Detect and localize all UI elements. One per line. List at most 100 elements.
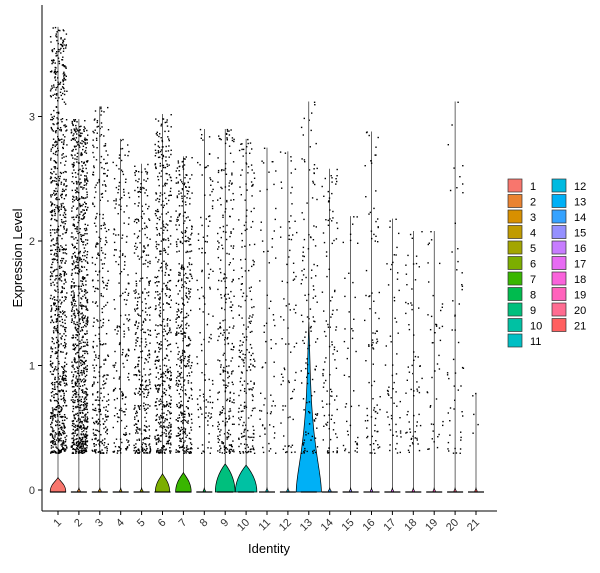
data-point (75, 344, 76, 345)
data-point (302, 255, 303, 256)
data-point (308, 318, 309, 319)
data-point (83, 425, 84, 426)
data-point (54, 232, 55, 233)
data-point (96, 231, 97, 232)
data-point (55, 132, 56, 133)
data-point (171, 180, 172, 181)
data-point (81, 239, 82, 240)
data-point (66, 156, 67, 157)
data-point (138, 220, 139, 221)
data-point (121, 197, 122, 198)
data-point (217, 359, 218, 360)
data-point (324, 331, 325, 332)
data-point (187, 435, 188, 436)
data-point (80, 133, 81, 134)
data-point (184, 158, 185, 159)
data-point (282, 281, 283, 282)
data-point (58, 306, 59, 307)
data-point (71, 372, 72, 373)
data-point (262, 447, 263, 448)
data-point (97, 254, 98, 255)
data-point (187, 302, 188, 303)
data-point (304, 239, 305, 240)
data-point (239, 150, 240, 151)
data-point (65, 417, 66, 418)
data-point (166, 287, 167, 288)
data-point (295, 305, 296, 306)
data-point (149, 384, 150, 385)
data-point (220, 364, 221, 365)
data-point (82, 441, 83, 442)
data-point (303, 409, 304, 410)
data-point (312, 197, 313, 198)
data-point (92, 262, 93, 263)
data-point (81, 360, 82, 361)
data-point (54, 71, 55, 72)
data-point (101, 247, 102, 248)
data-point (139, 428, 140, 429)
data-point (149, 283, 150, 284)
data-point (115, 200, 116, 201)
data-point (93, 172, 94, 173)
data-point (170, 295, 171, 296)
violin-16 (370, 488, 372, 492)
data-point (186, 287, 187, 288)
data-point (73, 394, 74, 395)
data-point (60, 411, 61, 412)
data-point (263, 452, 264, 453)
data-point (166, 295, 167, 296)
data-point (366, 427, 367, 428)
data-point (86, 153, 87, 154)
data-point (323, 310, 324, 311)
data-point (99, 397, 100, 398)
data-point (136, 415, 137, 416)
data-point (85, 380, 86, 381)
data-point (105, 190, 106, 191)
data-point (218, 336, 219, 337)
data-point (54, 314, 55, 315)
data-point (86, 438, 87, 439)
data-point (149, 405, 150, 406)
data-point (312, 379, 313, 380)
data-point (74, 317, 75, 318)
data-point (164, 248, 165, 249)
data-point (187, 401, 188, 402)
data-point (191, 371, 192, 372)
data-point (230, 233, 231, 234)
data-point (93, 443, 94, 444)
data-point (127, 155, 128, 156)
data-point (167, 119, 168, 120)
data-point (137, 187, 138, 188)
data-point (103, 306, 104, 307)
data-point (212, 181, 213, 182)
data-point (53, 440, 54, 441)
data-point (170, 269, 171, 270)
data-point (58, 377, 59, 378)
data-point (123, 336, 124, 337)
data-point (242, 276, 243, 277)
data-point (369, 308, 370, 309)
data-point (52, 409, 53, 410)
data-point (294, 380, 295, 381)
data-point (266, 189, 267, 190)
data-point (55, 53, 56, 54)
data-point (85, 250, 86, 251)
data-point (311, 395, 312, 396)
data-point (74, 200, 75, 201)
data-point (155, 257, 156, 258)
data-point (233, 228, 234, 229)
data-point (166, 164, 167, 165)
data-point (77, 144, 78, 145)
data-point (210, 402, 211, 403)
data-point (170, 367, 171, 368)
data-point (156, 241, 157, 242)
data-point (186, 406, 187, 407)
data-point (81, 416, 82, 417)
data-point (188, 182, 189, 183)
data-point (86, 188, 87, 189)
data-point (191, 382, 192, 383)
data-point (185, 295, 186, 296)
data-point (61, 182, 62, 183)
data-point (123, 269, 124, 270)
data-point (148, 392, 149, 393)
